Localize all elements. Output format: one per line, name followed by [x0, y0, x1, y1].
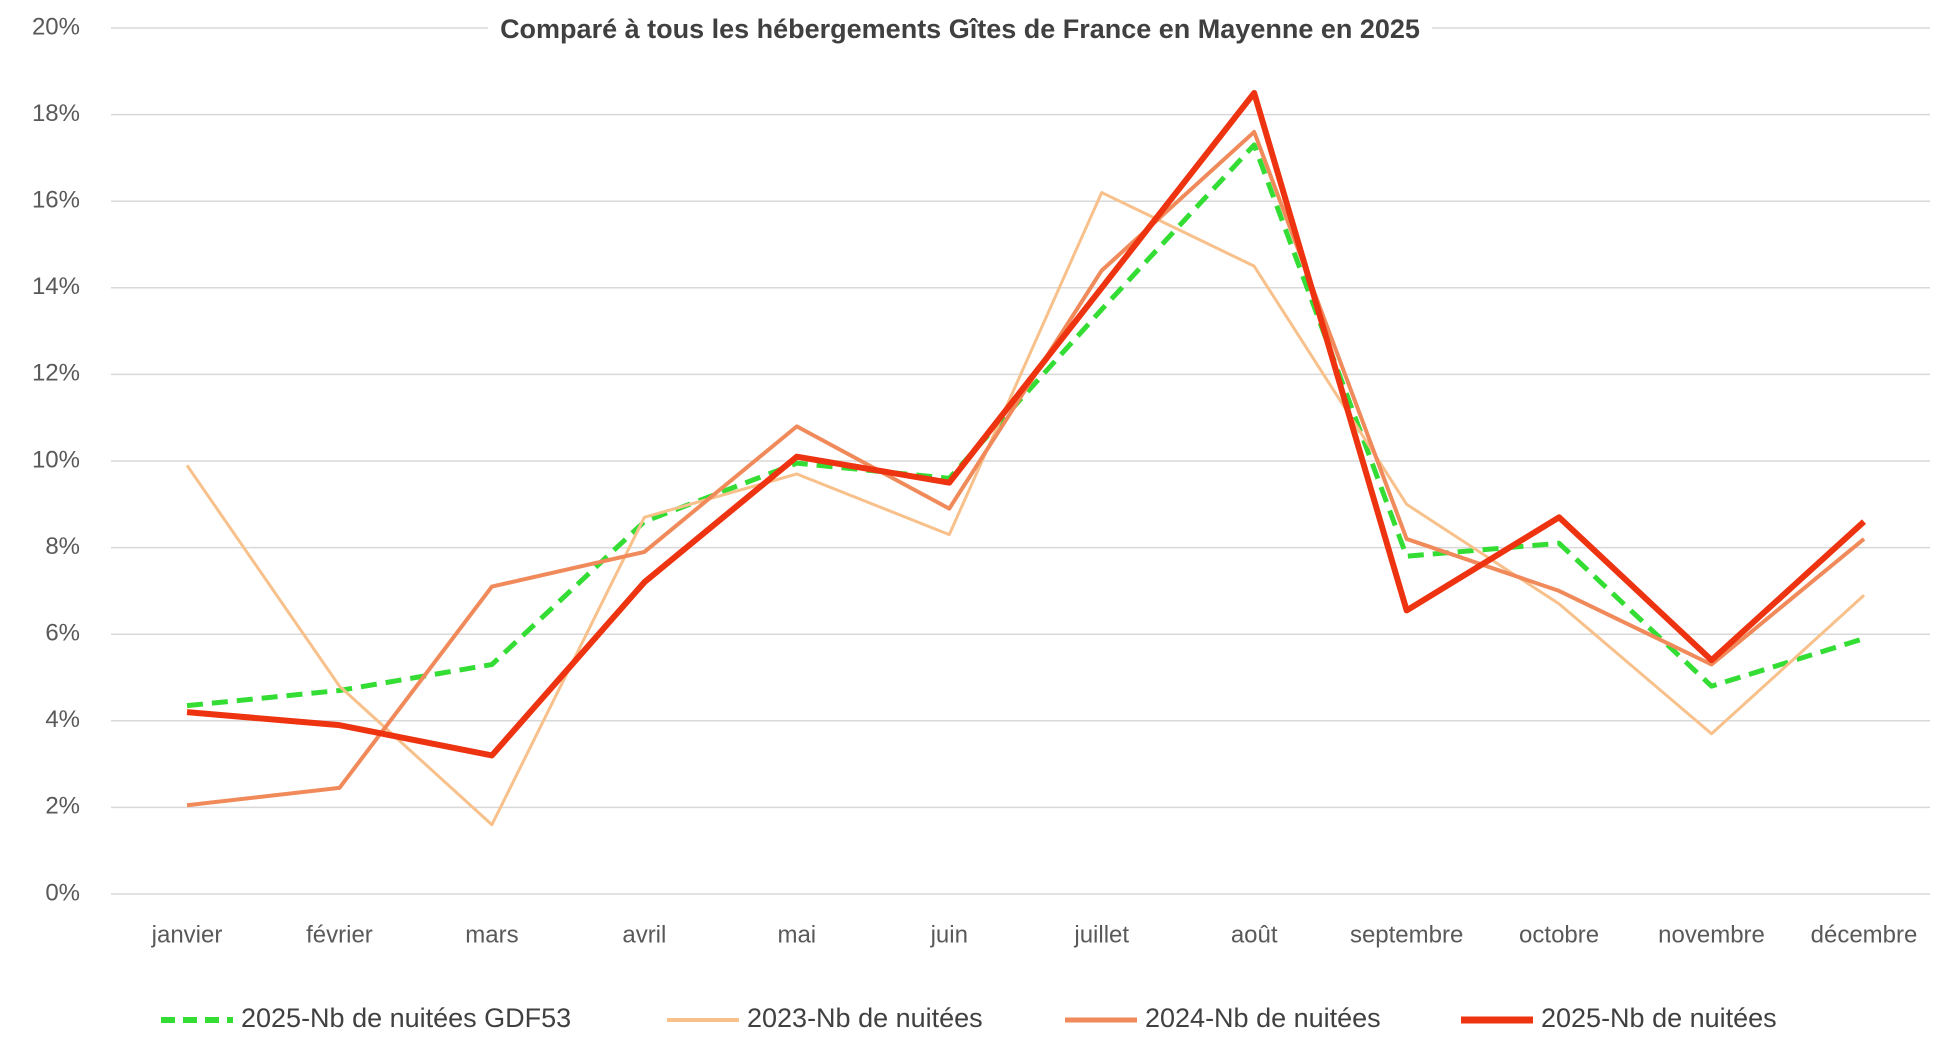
y-tick-label: 14%	[32, 273, 80, 300]
x-tick-label: novembre	[1658, 921, 1765, 948]
chart-title: Comparé à tous les hébergements Gîtes de…	[500, 14, 1420, 44]
y-tick-label: 4%	[45, 706, 80, 733]
legend-label: 2024-Nb de nuitées	[1145, 1003, 1381, 1033]
y-tick-label: 0%	[45, 879, 80, 906]
series-line	[186, 89, 1867, 759]
x-tick-label: mai	[777, 921, 816, 948]
x-tick-label: octobre	[1519, 921, 1599, 948]
y-tick-label: 20%	[32, 13, 80, 40]
legend-label: 2025-Nb de nuitées GDF53	[241, 1003, 571, 1033]
x-tick-label: janvier	[151, 921, 223, 948]
y-tick-label: 6%	[45, 620, 80, 647]
x-tick-label: août	[1231, 921, 1278, 948]
x-tick-label: juin	[930, 921, 968, 948]
y-tick-label: 10%	[32, 446, 80, 473]
y-tick-label: 2%	[45, 793, 80, 820]
y-tick-label: 12%	[32, 360, 80, 387]
x-tick-label: juillet	[1073, 921, 1129, 948]
legend-label: 2025-Nb de nuitées	[1541, 1003, 1777, 1033]
y-tick-label: 16%	[32, 187, 80, 214]
y-tick-label: 8%	[45, 533, 80, 560]
series-line	[186, 129, 1866, 808]
x-tick-label: avril	[622, 921, 666, 948]
y-tick-label: 18%	[32, 100, 80, 127]
x-tick-label: mars	[465, 921, 518, 948]
series-line	[186, 142, 1865, 709]
legend-label: 2023-Nb de nuitées	[747, 1003, 983, 1033]
series-line	[185, 191, 1866, 827]
title-background	[488, 14, 1432, 45]
x-tick-label: septembre	[1350, 921, 1463, 948]
x-tick-label: février	[306, 921, 373, 948]
x-tick-label: décembre	[1811, 921, 1918, 948]
